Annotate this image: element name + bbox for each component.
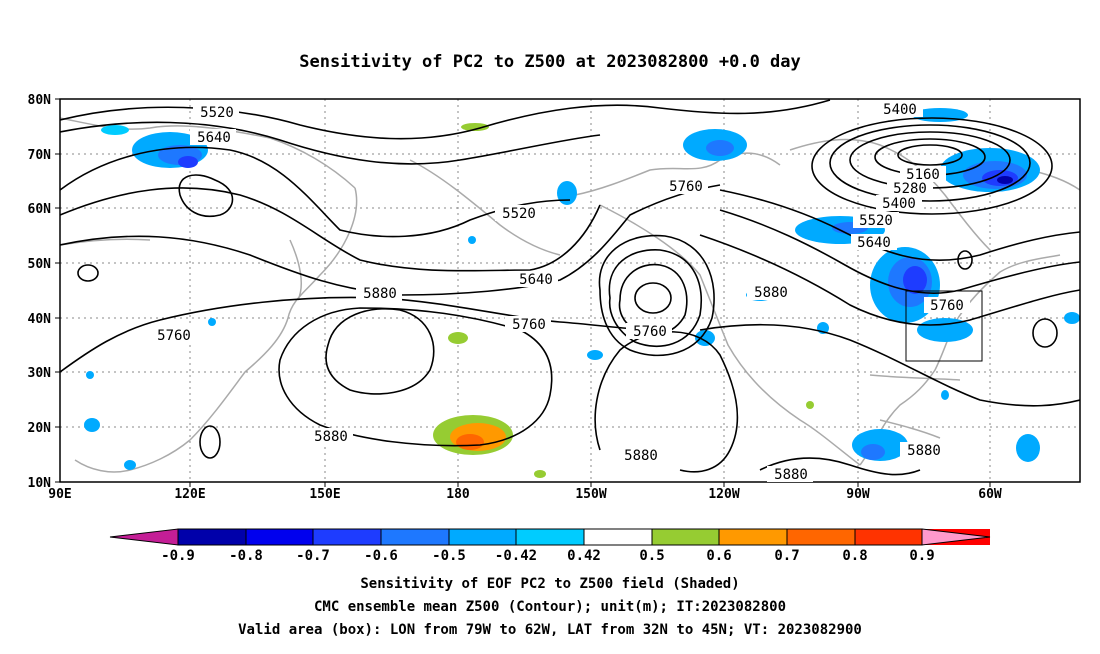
lat-tick-label: 80N: [28, 93, 52, 108]
lon-tick-label: 120E: [174, 487, 205, 502]
contour-label: 5520: [200, 105, 234, 121]
colorbar-box: [380, 528, 450, 546]
colorbar-high-triangle: [921, 528, 991, 546]
colorbar-box: [854, 528, 923, 546]
contour-label: 5880: [624, 448, 658, 464]
caption-line-3: Valid area (box): LON from 79W to 62W, L…: [238, 622, 862, 638]
colorbar-box: [515, 528, 585, 546]
lon-tick-label: 120W: [708, 487, 739, 502]
colorbar-label: 0.8: [842, 548, 867, 564]
lon-tick-label: 60W: [978, 487, 1002, 502]
lat-tick-label: 10N: [28, 476, 52, 491]
colorbar-box: [786, 528, 856, 546]
colorbar-box: [651, 528, 720, 546]
colorbar-box: [312, 528, 382, 546]
footer-caption: Sensitivity of EOF PC2 to Z500 field (Sh…: [238, 576, 862, 638]
caption-line-2: CMC ensemble mean Z500 (Contour); unit(m…: [314, 599, 786, 615]
colorbar-label: -0.6: [364, 548, 398, 564]
lon-tick-label: 180: [446, 487, 470, 502]
lon-tick-label: 90E: [48, 487, 71, 502]
contour-label: 5880: [907, 443, 941, 459]
contour-label: 5640: [197, 130, 231, 146]
colorbar-label: -0.8: [229, 548, 263, 564]
contour-label: 5400: [882, 196, 916, 212]
lat-tick-label: 40N: [28, 312, 52, 327]
lat-tick-label: 70N: [28, 148, 52, 163]
contour-label: 5760: [512, 317, 546, 333]
colorbar-box: [177, 528, 247, 546]
contour-label: 5880: [314, 429, 348, 445]
colorbar-label: 0.9: [909, 548, 934, 564]
contour-label: 5760: [157, 328, 191, 344]
contour-label: 5640: [857, 235, 891, 251]
contour-label: 5280: [893, 181, 927, 197]
colorbar-low-triangle: [109, 528, 179, 546]
colorbar-box: [718, 528, 788, 546]
colorbar-label: -0.9: [161, 548, 195, 564]
contour-label: 5520: [859, 213, 893, 229]
contour-label: 5760: [669, 179, 703, 195]
colorbar-box: [583, 528, 653, 546]
colorbar-label: 0.6: [706, 548, 731, 564]
colorbar-box: [245, 528, 314, 546]
colorbar-label: 0.5: [639, 548, 664, 564]
colorbar-label: -0.7: [296, 548, 330, 564]
map-panel: 5520 5640 5520 5760 5640 5880 5760 5760 …: [28, 93, 1081, 502]
contour-label: 5880: [754, 285, 788, 301]
lat-tick-label: 60N: [28, 202, 52, 217]
lon-tick-label: 90W: [846, 487, 870, 502]
map-frame: [59, 98, 1081, 483]
contour-label: 5640: [519, 272, 553, 288]
contour-label: 5880: [774, 467, 808, 483]
lon-axis: 90E 120E 150E 180 150W 120W 90W 60W: [48, 482, 1002, 502]
lat-tick-label: 50N: [28, 257, 52, 272]
lat-tick-label: 20N: [28, 421, 52, 436]
contour-label: 5400: [883, 102, 917, 118]
colorbar-label: -0.42: [495, 548, 537, 564]
contour-label: 5520: [502, 206, 536, 222]
colorbar-label: 0.42: [567, 548, 601, 564]
contour-label: 5760: [633, 324, 667, 340]
contour-label: 5160: [906, 167, 940, 183]
lat-tick-label: 30N: [28, 366, 52, 381]
colorbar-label: 0.7: [774, 548, 799, 564]
colorbar-box: [448, 528, 517, 546]
plot-title: Sensitivity of PC2 to Z500 at 2023082800…: [299, 52, 801, 72]
contour-label: 5760: [930, 298, 964, 314]
colorbar-label: -0.5: [432, 548, 466, 564]
lat-axis: 80N 70N 60N 50N 40N 30N 20N 10N: [28, 93, 60, 491]
caption-line-1: Sensitivity of EOF PC2 to Z500 field (Sh…: [360, 576, 739, 592]
lon-tick-label: 150W: [575, 487, 606, 502]
colorbar: -0.9 -0.8 -0.7 -0.6 -0.5 -0.42 0.42 0.5 …: [109, 528, 991, 564]
coastlines: [60, 117, 1080, 473]
contour-labels: 5520 5640 5520 5760 5640 5880 5760 5760 …: [150, 101, 970, 483]
valid-area-box: [905, 290, 983, 362]
lon-tick-label: 150E: [309, 487, 340, 502]
contour-label: 5880: [363, 286, 397, 302]
sensitivity-shading: [84, 108, 1080, 478]
